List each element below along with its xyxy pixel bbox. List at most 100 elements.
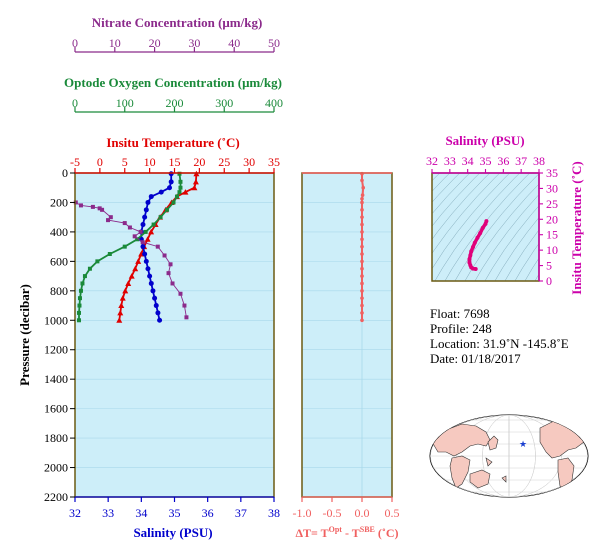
temperature-tick-label: 35 — [268, 155, 280, 169]
delta-point — [360, 318, 364, 323]
ts-density-contour — [514, 242, 539, 281]
temperature-axis: -5 0 5 10 15 20 25 30 35 — [70, 155, 280, 174]
delta-point — [360, 303, 364, 308]
pressure-tick-label: 800 — [50, 284, 68, 298]
nitrate-point — [170, 281, 175, 286]
oxygen-point — [178, 185, 183, 190]
oxygen-point — [143, 229, 148, 234]
ts-point — [471, 245, 476, 250]
nitrate-point — [182, 303, 187, 308]
oxygen-point — [107, 252, 112, 256]
ts-temperature-tick-label: 35 — [546, 166, 558, 180]
ts-point — [469, 249, 474, 254]
delta-title-sup2: SBE — [360, 525, 375, 534]
ts-salinity-tick-label: 35 — [480, 154, 492, 168]
pressure-tick-label: 400 — [50, 225, 68, 239]
ts-density-contour — [494, 217, 539, 281]
oxygen-tick-label: 300 — [215, 96, 233, 110]
delta-point — [360, 230, 364, 234]
ts-density-contour — [432, 173, 481, 227]
float-location-marker: ★ — [519, 439, 527, 449]
salinity-tick-label: 34 — [135, 506, 147, 520]
nitrate-point — [168, 262, 173, 267]
nitrate-point — [178, 291, 183, 296]
nitrate-tick-label: 20 — [149, 36, 161, 50]
nitrate-point — [127, 225, 132, 230]
temperature-tick-label: 25 — [218, 155, 230, 169]
delta-point — [360, 193, 365, 197]
map-meridian — [430, 415, 588, 497]
info-profile: Profile: 248 — [430, 321, 492, 336]
temperature-tick-label: 5 — [122, 155, 128, 169]
ts-salinity-tick-label: 38 — [533, 154, 545, 168]
salinity-point — [150, 288, 156, 294]
ts-point — [472, 240, 477, 245]
oxygen-tick-label: 0 — [72, 96, 78, 110]
ts-density-contour — [474, 194, 539, 281]
nitrate-point — [122, 221, 127, 226]
salinity-point — [152, 295, 158, 301]
delta-point — [360, 259, 364, 264]
nitrate-tick-label: 40 — [228, 36, 240, 50]
delta-point — [360, 252, 364, 256]
salinity-point — [147, 273, 153, 279]
oxygen-point — [76, 318, 81, 323]
salinity-point — [143, 207, 149, 213]
temperature-tick-label: 30 — [243, 155, 255, 169]
temperature-point — [118, 302, 125, 309]
temperature-tick-label: 15 — [169, 155, 181, 169]
delta-axis-title: ΔT= TOpt - TSBE (˚C) — [295, 525, 398, 540]
delta-title-sup1: Opt — [329, 525, 343, 534]
oxygen-point — [78, 288, 83, 293]
oxygen-tick-label: 200 — [166, 96, 184, 110]
map-meridian — [482, 415, 536, 497]
ts-temperature-title: Insitu Temperature (˚C) — [569, 161, 584, 294]
pressure-tick-label: 200 — [50, 195, 68, 209]
ts-temperature-tick-label: 15 — [546, 228, 558, 242]
temperature-point — [191, 184, 198, 191]
salinity-tick-label: 33 — [102, 506, 114, 520]
pressure-axis-title: Pressure (decibar) — [17, 284, 32, 386]
oxygen-point — [151, 222, 156, 227]
salinity-point — [145, 266, 151, 272]
oxygen-point — [82, 274, 87, 279]
oxygen-point — [87, 266, 92, 271]
temperature-point — [192, 178, 199, 185]
nitrate-axis: 0 10 20 30 40 50 — [72, 36, 280, 53]
salinity-tick-label: 32 — [69, 506, 81, 520]
delta-point — [360, 296, 364, 300]
temperature-tick-label: 20 — [193, 155, 205, 169]
pressure-tick-label: 1200 — [44, 343, 68, 357]
temperature-tick-label: -5 — [70, 155, 80, 169]
oxygen-point — [122, 244, 127, 249]
salinity-point — [140, 244, 146, 250]
delta-point — [360, 289, 364, 293]
temperature-point — [128, 273, 135, 279]
salinity-point — [142, 214, 148, 220]
ts-temperature-tick-label: 10 — [546, 243, 558, 257]
ts-point — [475, 235, 480, 240]
nitrate-point — [108, 215, 113, 220]
oxygen-point — [177, 190, 182, 195]
nitrate-point — [73, 200, 78, 205]
ts-temperature-tick-label: 0 — [546, 274, 552, 288]
oxygen-point — [77, 303, 82, 308]
delta-point — [360, 266, 364, 271]
oxygen-point — [80, 281, 85, 286]
delta-point — [360, 274, 364, 278]
ts-density-contour — [504, 229, 539, 281]
pressure-tick-label: 2000 — [44, 461, 68, 475]
ts-point — [478, 231, 483, 236]
oxygen-point — [178, 179, 183, 184]
temperature-point — [125, 280, 132, 286]
delta-point — [360, 244, 364, 249]
world-map: ★ — [429, 414, 589, 498]
ts-temperature-tick-label: 5 — [546, 259, 552, 273]
nitrate-point — [132, 234, 137, 239]
delta-point — [360, 196, 364, 201]
ts-salinity-tick-label: 34 — [462, 154, 474, 168]
ts-point — [483, 221, 488, 226]
delta-tick-label: 0.5 — [385, 506, 400, 520]
info-date: Date: 01/18/2017 — [430, 351, 521, 366]
